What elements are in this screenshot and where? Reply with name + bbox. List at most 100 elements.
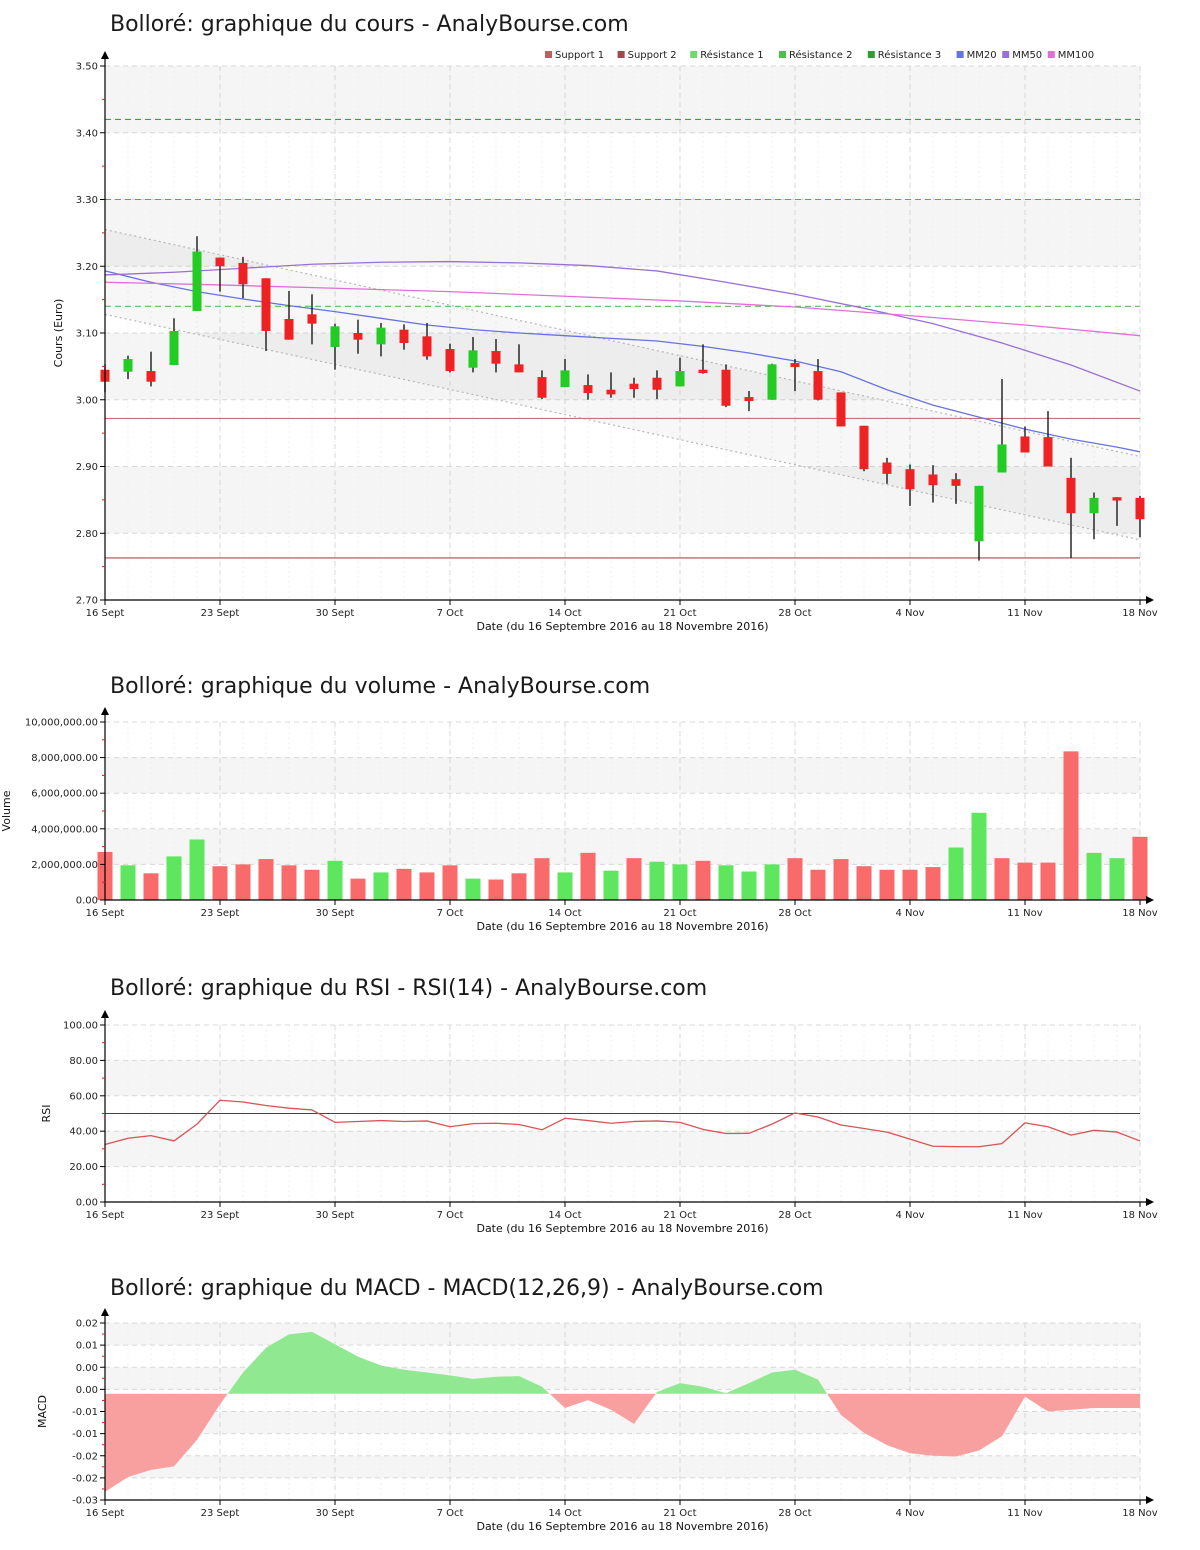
svg-text:3.50: 3.50: [76, 62, 98, 73]
svg-text:16 Sept: 16 Sept: [86, 1508, 125, 1519]
svg-text:21 Oct: 21 Oct: [663, 908, 696, 919]
svg-text:23 Sept: 23 Sept: [201, 908, 240, 919]
svg-text:11 Nov: 11 Nov: [1007, 1210, 1043, 1221]
svg-text:4,000,000.00: 4,000,000.00: [31, 824, 98, 835]
macd-chart-title: Bolloré: graphique du MACD - MACD(12,26,…: [110, 1276, 824, 1301]
svg-text:30 Sept: 30 Sept: [316, 1508, 355, 1519]
svg-text:3.20: 3.20: [76, 262, 98, 273]
svg-text:30 Sept: 30 Sept: [316, 608, 355, 619]
svg-text:23 Sept: 23 Sept: [201, 1210, 240, 1221]
svg-text:30 Sept: 30 Sept: [316, 1210, 355, 1221]
svg-text:-0.03: -0.03: [72, 1496, 98, 1507]
svg-text:23 Sept: 23 Sept: [201, 1508, 240, 1519]
support-resistance-lines: [105, 118, 1140, 559]
svg-text:14 Oct: 14 Oct: [548, 608, 581, 619]
svg-text:7 Oct: 7 Oct: [437, 1210, 464, 1221]
svg-text:16 Sept: 16 Sept: [86, 908, 125, 919]
svg-text:Date (du 16 Septembre 2016 au: Date (du 16 Septembre 2016 au 18 Novembr…: [476, 620, 768, 633]
svg-text:30 Sept: 30 Sept: [316, 908, 355, 919]
svg-text:Cours (Euro): Cours (Euro): [52, 299, 65, 368]
moving-averages: [104, 260, 1141, 453]
svg-text:21 Oct: 21 Oct: [663, 608, 696, 619]
svg-text:23 Sept: 23 Sept: [201, 608, 240, 619]
svg-text:7 Oct: 7 Oct: [437, 908, 464, 919]
svg-text:3.10: 3.10: [76, 329, 98, 340]
svg-text:14 Oct: 14 Oct: [548, 908, 581, 919]
rsi-line-layer: [104, 1099, 1141, 1148]
svg-text:Support 2: Support 2: [628, 50, 677, 61]
price-legend: Support 1 Support 2 Résistance 1 Résistance…: [545, 49, 1094, 61]
svg-text:11 Nov: 11 Nov: [1007, 908, 1043, 919]
trend-channel: [104, 228, 1141, 541]
svg-text:18 Nov: 18 Nov: [1122, 908, 1158, 919]
svg-text:RSI: RSI: [40, 1105, 53, 1123]
macd-area-layer: [105, 1331, 1140, 1492]
svg-text:0.00: 0.00: [76, 896, 98, 907]
svg-text:Résistance 3: Résistance 3: [878, 49, 941, 61]
svg-text:28 Oct: 28 Oct: [778, 1508, 811, 1519]
volume-bars: [97, 751, 1148, 900]
svg-text:Date (du 16 Septembre 2016 au: Date (du 16 Septembre 2016 au 18 Novembr…: [476, 1520, 768, 1533]
svg-text:Date (du 16 Septembre 2016 au: Date (du 16 Septembre 2016 au 18 Novembr…: [476, 920, 768, 933]
svg-text:3.00: 3.00: [76, 395, 98, 406]
svg-text:MM20: MM20: [967, 50, 997, 61]
svg-text:10,000,000.00: 10,000,000.00: [25, 718, 98, 729]
svg-text:21 Oct: 21 Oct: [663, 1508, 696, 1519]
svg-text:4 Nov: 4 Nov: [895, 1210, 924, 1221]
svg-text:0.02: 0.02: [76, 1319, 98, 1330]
svg-text:28 Oct: 28 Oct: [778, 908, 811, 919]
volume-axes: 10,000,000.00 8,000,000.00 6,000,000.00 4,0…: [0, 707, 1158, 933]
svg-text:2.90: 2.90: [76, 462, 98, 473]
svg-text:Résistance 2: Résistance 2: [789, 49, 852, 61]
svg-text:0.00: 0.00: [76, 1385, 98, 1396]
svg-text:MM100: MM100: [1058, 50, 1094, 61]
svg-text:21 Oct: 21 Oct: [663, 1210, 696, 1221]
svg-text:0.00: 0.00: [76, 1363, 98, 1374]
svg-text:60.00: 60.00: [69, 1091, 98, 1102]
svg-text:4 Nov: 4 Nov: [895, 608, 924, 619]
candles-layer: [100, 236, 1145, 561]
svg-text:7 Oct: 7 Oct: [437, 608, 464, 619]
svg-text:2.80: 2.80: [76, 529, 98, 540]
svg-text:28 Oct: 28 Oct: [778, 608, 811, 619]
svg-text:40.00: 40.00: [69, 1127, 98, 1138]
rsi-chart-title: Bolloré: graphique du RSI - RSI(14) - An…: [110, 976, 708, 1001]
rsi-frame: [104, 1024, 1141, 1202]
svg-text:MM50: MM50: [1012, 50, 1042, 61]
svg-text:2.70: 2.70: [76, 596, 98, 607]
svg-text:14 Oct: 14 Oct: [548, 1508, 581, 1519]
volume-chart-canvas: 10,000,000.00 8,000,000.00 6,000,000.00 4,0…: [0, 707, 1158, 933]
svg-text:11 Nov: 11 Nov: [1007, 1508, 1043, 1519]
volume-frame: [104, 721, 1141, 900]
svg-text:18 Nov: 18 Nov: [1122, 1210, 1158, 1221]
svg-text:8,000,000.00: 8,000,000.00: [31, 753, 98, 764]
svg-text:3.30: 3.30: [76, 195, 98, 206]
svg-text:4 Nov: 4 Nov: [895, 1508, 924, 1519]
svg-text:18 Nov: 18 Nov: [1122, 608, 1158, 619]
svg-text:-0.02: -0.02: [72, 1473, 98, 1484]
svg-text:0.00: 0.00: [76, 1198, 98, 1209]
svg-text:MACD: MACD: [36, 1395, 49, 1428]
svg-text:Résistance 1: Résistance 1: [700, 49, 763, 61]
svg-text:80.00: 80.00: [69, 1056, 98, 1067]
svg-text:Date (du 16 Septembre 2016 au: Date (du 16 Septembre 2016 au 18 Novembr…: [476, 1222, 768, 1235]
svg-text:20.00: 20.00: [69, 1162, 98, 1173]
svg-text:Support 1: Support 1: [555, 50, 604, 61]
svg-text:18 Nov: 18 Nov: [1122, 1508, 1158, 1519]
svg-text:100.00: 100.00: [63, 1021, 98, 1032]
svg-text:-0.02: -0.02: [72, 1451, 98, 1462]
svg-text:Volume: Volume: [0, 790, 13, 831]
macd-chart-canvas: 0.02 0.01 0.00 0.00 -0.01 -0.01 -0.02 -0.02 -0.0…: [36, 1308, 1158, 1533]
svg-text:4 Nov: 4 Nov: [895, 908, 924, 919]
svg-text:-0.01: -0.01: [72, 1407, 98, 1418]
svg-text:7 Oct: 7 Oct: [437, 1508, 464, 1519]
svg-text:2,000,000.00: 2,000,000.00: [31, 860, 98, 871]
svg-text:3.40: 3.40: [76, 128, 98, 139]
svg-text:-0.01: -0.01: [72, 1429, 98, 1440]
svg-text:28 Oct: 28 Oct: [778, 1210, 811, 1221]
svg-text:0.01: 0.01: [76, 1341, 98, 1352]
price-frame: [104, 65, 1141, 600]
